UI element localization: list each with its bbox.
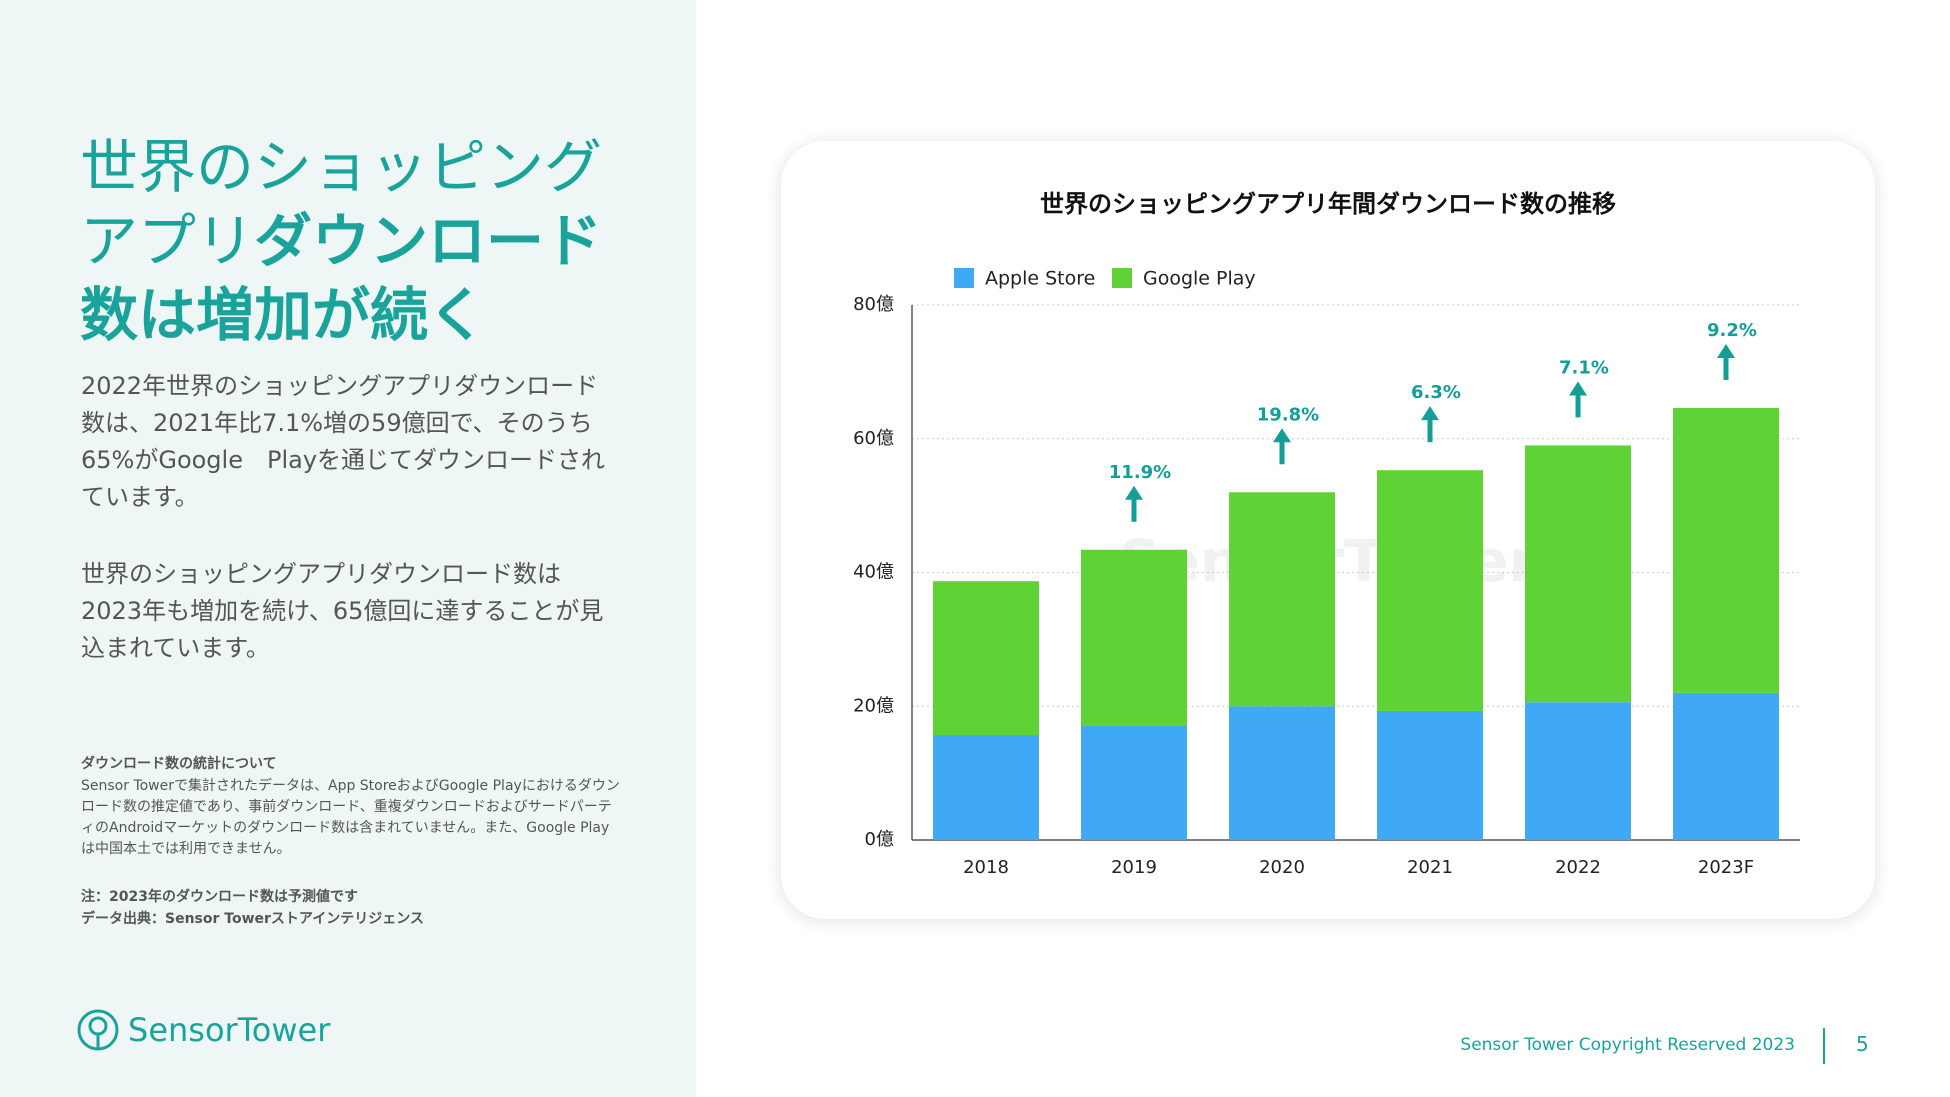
logo-text: SensorTower xyxy=(128,1011,331,1049)
logo: SensorTower xyxy=(76,1008,330,1052)
bar-segment xyxy=(1229,492,1335,707)
x-tick-label: 2018 xyxy=(963,857,1009,878)
growth-label: 11.9% xyxy=(1109,462,1171,483)
note-forecast: 注：2023年のダウンロード数は予測値です xyxy=(81,889,358,905)
growth-label: 9.2% xyxy=(1707,320,1757,341)
bar-segment xyxy=(933,581,1039,736)
title-part: アプリ xyxy=(80,207,255,275)
chart-card: 世界のショッピングアプリ年間ダウンロード数の推移 SensorTower App… xyxy=(781,141,1875,919)
note-body: Sensor Towerで集計されたデータは、App StoreおよびGoogl… xyxy=(81,778,620,857)
growth-arrow-head xyxy=(1421,406,1439,421)
page-number: 5 xyxy=(1856,1032,1869,1056)
slide-title: 世界のショッピング アプリダウンロード 数は増加が続く xyxy=(80,130,680,352)
bar-segment xyxy=(1081,549,1187,726)
bar-segment xyxy=(1377,710,1483,840)
bar-segment xyxy=(1377,470,1483,711)
left-panel: 世界のショッピング アプリダウンロード 数は増加が続く 2022年世界のショッピ… xyxy=(0,0,696,1097)
title-part: 世界のショッピング xyxy=(80,133,603,201)
bar-segment xyxy=(1673,692,1779,840)
legend-label: Apple Store xyxy=(985,268,1095,290)
y-tick-label: 40億 xyxy=(853,562,894,583)
growth-label: 7.1% xyxy=(1559,357,1609,378)
x-tick-label: 2021 xyxy=(1407,857,1453,878)
note-source: データ出典：Sensor Towerストアインテリジェンス xyxy=(81,911,424,927)
y-tick-label: 0億 xyxy=(865,829,894,850)
bar-segment xyxy=(1081,725,1187,840)
growth-arrow-head xyxy=(1125,485,1143,500)
bar-segment xyxy=(1525,702,1631,840)
paragraph: 2022年世界のショッピングアプリダウンロード数は、2021年比7.1%増の59… xyxy=(81,372,606,511)
x-tick-label: 2022 xyxy=(1555,857,1601,878)
bar-segment xyxy=(1673,407,1779,693)
x-tick-label: 2023F xyxy=(1698,857,1754,878)
x-tick-label: 2020 xyxy=(1259,857,1305,878)
separator xyxy=(1823,1028,1825,1064)
chart: 世界のショッピングアプリ年間ダウンロード数の推移 SensorTower App… xyxy=(853,190,1800,878)
y-tick-label: 80億 xyxy=(853,294,894,315)
copyright: Sensor Tower Copyright Reserved 2023 xyxy=(1460,1035,1795,1055)
growth-arrow-head xyxy=(1569,381,1587,396)
chart-title: 世界のショッピングアプリ年間ダウンロード数の推移 xyxy=(1040,190,1616,218)
paragraph: 世界のショッピングアプリダウンロード数は2023年も増加を続け、65億回に達する… xyxy=(81,560,604,662)
growth-arrow-head xyxy=(1717,343,1735,358)
legend-swatch xyxy=(1112,268,1132,288)
y-tick-label: 20億 xyxy=(853,695,894,716)
x-tick-label: 2019 xyxy=(1111,857,1157,878)
legend-swatch xyxy=(954,268,974,288)
y-tick-label: 60億 xyxy=(853,428,894,449)
title-part: 数は増加が続く xyxy=(80,281,487,349)
growth-label: 19.8% xyxy=(1257,404,1319,425)
logo-icon xyxy=(77,1009,119,1051)
bar-segment xyxy=(1229,706,1335,840)
bar-segment xyxy=(933,735,1039,840)
bar-segment xyxy=(1525,445,1631,703)
growth-arrow-head xyxy=(1273,428,1291,443)
title-part: ダウンロード xyxy=(254,207,603,275)
note-heading: ダウンロード数の統計について xyxy=(81,756,277,772)
legend-label: Google Play xyxy=(1143,268,1256,290)
growth-label: 6.3% xyxy=(1411,382,1461,403)
